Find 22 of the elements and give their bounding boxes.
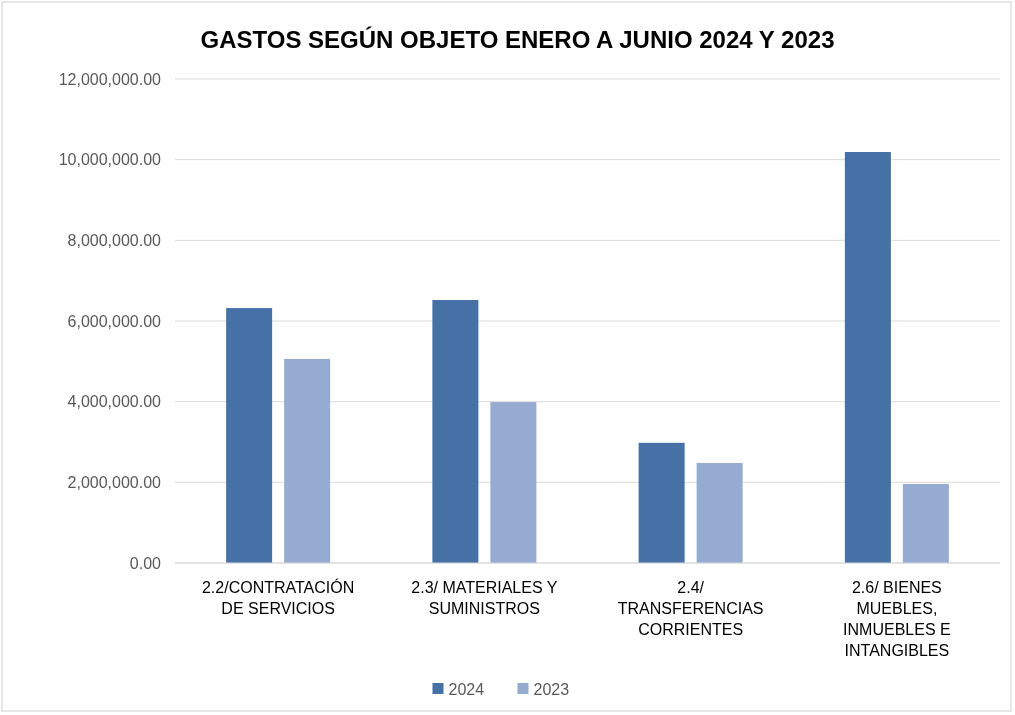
x-tick-label: 2.3/ MATERIALES Y SUMINISTROS	[411, 579, 558, 617]
chart-title: GASTOS SEGÚN OBJETO ENERO A JUNIO 2024 Y 2023	[200, 26, 835, 53]
bar	[490, 402, 537, 563]
legend-label: 2024	[448, 680, 485, 698]
bar	[902, 483, 949, 563]
bar	[432, 300, 479, 563]
bar	[284, 358, 331, 563]
y-tick-label: 2,000,000.00	[67, 473, 162, 491]
x-tick-label: 2.2/CONTRATACIÓN DE SERVICIOS	[201, 578, 355, 617]
x-tick-label: 2.6/ BIENES MUEBLES, INMUEBLES E INTANGIBLES	[843, 579, 951, 659]
y-tick-label: 4,000,000.00	[67, 393, 162, 411]
y-tick-label: 12,000,000.00	[58, 70, 162, 88]
y-tick-label: 0.00	[129, 554, 162, 572]
bar	[638, 442, 685, 563]
y-tick-label: 6,000,000.00	[67, 312, 162, 330]
x-tick-label: 2.4/ TRANSFERENCIAS CORRIENTES	[617, 579, 764, 638]
bar	[844, 152, 891, 563]
bar	[696, 462, 743, 563]
y-tick-label: 8,000,000.00	[67, 231, 162, 249]
y-tick-label: 10,000,000.00	[58, 151, 162, 169]
bar	[226, 308, 273, 563]
legend-label: 2023	[533, 680, 570, 698]
